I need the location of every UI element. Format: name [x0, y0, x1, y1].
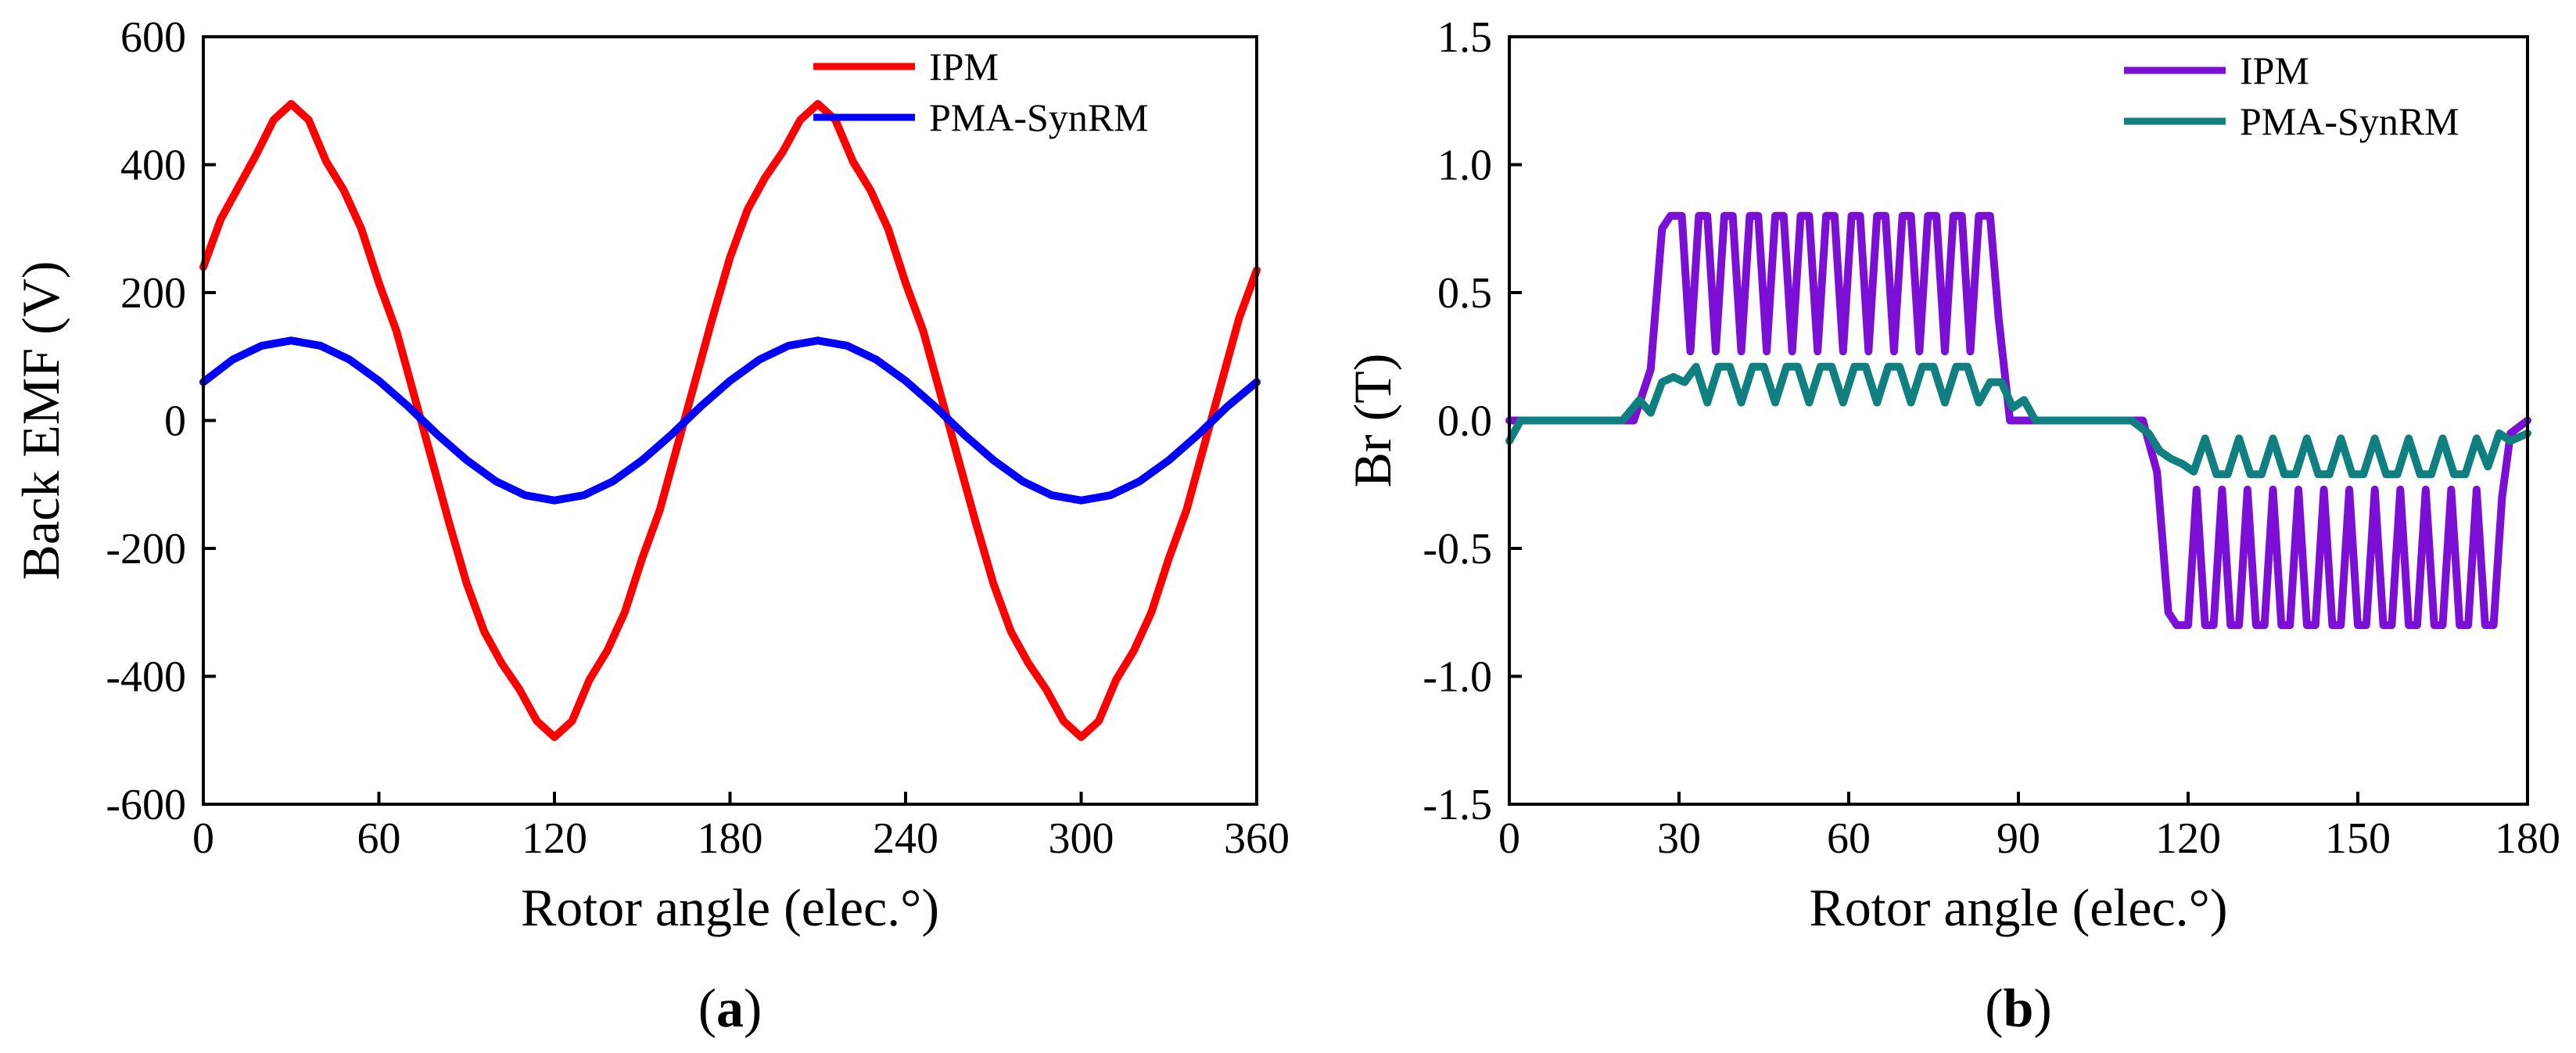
y-tick-label: -600 [106, 781, 186, 829]
x-tick-label: 180 [2495, 814, 2560, 863]
legend-label-pma-synrm: PMA-SynRM [2240, 99, 2459, 143]
y-tick-label: 600 [120, 13, 186, 62]
caption-open-paren: ( [698, 979, 716, 1039]
series-line-ipm [199, 99, 1261, 742]
y-tick-label: -1.0 [1423, 653, 1492, 702]
caption-letter: b [2004, 979, 2034, 1039]
x-tick-label: 60 [357, 814, 401, 863]
panel-b-series [1505, 211, 2531, 630]
panel-a-caption: (a) [698, 979, 762, 1039]
caption-open-paren: ( [1985, 979, 2003, 1039]
panel-b-caption: (b) [1985, 979, 2052, 1039]
y-tick-label: 200 [120, 269, 186, 318]
y-tick-label: 0 [164, 397, 186, 446]
x-tick-label: 0 [1498, 814, 1520, 863]
panel-b-ticks: 0 30 60 90 120 150 180 -1.5 -1.0 -0.5 0.0 0.5 1.0 1.5 [1423, 13, 2560, 863]
x-tick-label: 0 [192, 814, 214, 863]
caption-close-paren: ) [2033, 979, 2051, 1039]
x-tick-label: 150 [2325, 814, 2391, 863]
x-tick-label: 60 [1827, 814, 1871, 863]
panel-b-br: 0 30 60 90 120 150 180 -1.5 -1.0 -0.5 0.0 0.5 1.0 1.5… [1343, 13, 2560, 1039]
panel-b-legend: IPM PMA-SynRM [2124, 49, 2459, 143]
y-tick-label: 1.5 [1437, 13, 1492, 62]
series-line-ipm [1505, 211, 2531, 630]
y-tick-label: 400 [120, 142, 186, 190]
x-tick-label: 90 [1997, 814, 2040, 863]
panel-b-y-axis-title: Br (T) [1343, 354, 1402, 488]
y-tick-label: -1.5 [1423, 781, 1492, 829]
panel-b-axes-frame [1508, 35, 2529, 806]
x-tick-label: 300 [1049, 814, 1114, 863]
panel-a-legend: IPM PMA-SynRM [813, 45, 1149, 139]
panel-a-ticks: 0 60 120 180 240 300 360 -600 -400 -200 0 200 400 600 [106, 13, 1290, 863]
x-tick-label: 120 [522, 814, 587, 863]
x-tick-label: 180 [698, 814, 763, 863]
y-tick-label: -400 [106, 653, 186, 702]
legend-label-ipm: IPM [929, 45, 999, 88]
caption-letter: a [716, 979, 744, 1039]
panel-a-x-axis-title: Rotor angle (elec.°) [521, 878, 939, 937]
legend-label-pma-synrm: PMA-SynRM [929, 95, 1149, 139]
panel-a-axes-frame [202, 35, 1258, 806]
x-tick-label: 30 [1657, 814, 1701, 863]
panel-a-series [199, 99, 1261, 742]
y-tick-label: 0.5 [1437, 269, 1492, 318]
x-tick-label: 240 [873, 814, 938, 863]
y-tick-label: -0.5 [1423, 525, 1492, 573]
series-line-pma-synrm [1505, 362, 2531, 479]
caption-close-paren: ) [744, 979, 762, 1039]
x-tick-label: 120 [2155, 814, 2221, 863]
legend-label-ipm: IPM [2240, 49, 2309, 92]
y-tick-label: -200 [106, 525, 186, 573]
panel-b-x-axis-title: Rotor angle (elec.°) [1809, 878, 2227, 937]
series-line-pma-synrm [199, 336, 1261, 505]
y-tick-label: 1.0 [1437, 142, 1492, 190]
panel-a-back-emf: 0 60 120 180 240 300 360 -600 -400 -200 0 200 400 600… [11, 13, 1290, 1039]
x-tick-label: 360 [1224, 814, 1290, 863]
y-tick-label: 0.0 [1437, 397, 1492, 446]
panel-a-y-axis-title: Back EMF (V) [11, 261, 70, 580]
